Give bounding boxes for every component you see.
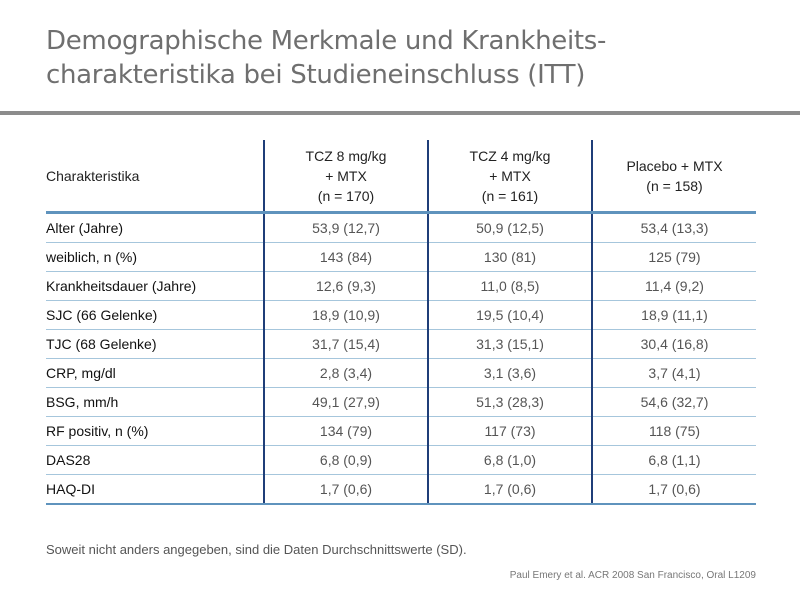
characteristics-table: Charakteristika TCZ 8 mg/kg + MTX (n = 1… — [46, 140, 756, 505]
row-value: 12,6 (9,3) — [263, 271, 428, 301]
table-row: Krankheitsdauer (Jahre) 12,6 (9,3) 11,0 (8… — [46, 271, 756, 301]
title-divider — [0, 111, 800, 115]
header-line: + MTX — [325, 167, 367, 184]
header-line: (n = 158) — [646, 177, 703, 194]
table-header-row: Charakteristika TCZ 8 mg/kg + MTX (n = 1… — [46, 140, 756, 214]
row-value: 31,7 (15,4) — [263, 329, 428, 359]
row-label: HAQ-DI — [46, 474, 264, 505]
slide-title-line-1: Demographische Merkmale und Krankheits- — [46, 26, 607, 56]
row-value: 6,8 (1,1) — [591, 445, 756, 475]
table-row: BSG, mm/h 49,1 (27,9) 51,3 (28,3) 54,6 (32,… — [46, 387, 756, 417]
row-value: 125 (79) — [591, 242, 756, 272]
row-value: 1,7 (0,6) — [263, 474, 428, 505]
row-value: 49,1 (27,9) — [263, 387, 428, 417]
row-label: Alter (Jahre) — [46, 212, 264, 243]
source-citation: Paul Emery et al. ACR 2008 San Francisco… — [509, 570, 756, 581]
slide-title: Demographische Merkmale und Krankheits- … — [46, 24, 766, 92]
row-value: 118 (75) — [591, 416, 756, 446]
row-value: 6,8 (0,9) — [263, 445, 428, 475]
characteristics-table-container: Charakteristika TCZ 8 mg/kg + MTX (n = 1… — [46, 140, 756, 505]
table-row: CRP, mg/dl 2,8 (3,4) 3,1 (3,6) 3,7 (4,1) — [46, 358, 756, 388]
row-value: 30,4 (16,8) — [591, 329, 756, 359]
row-label: DAS28 — [46, 445, 264, 475]
row-value: 6,8 (1,0) — [427, 445, 592, 475]
table-body: Alter (Jahre) 53,9 (12,7) 50,9 (12,5) 53,4 … — [46, 212, 756, 505]
row-value: 3,1 (3,6) — [427, 358, 592, 388]
slide-title-line-2: charakteristika bei Studieneinschluss (I… — [46, 60, 586, 90]
row-label: TJC (68 Gelenke) — [46, 329, 264, 359]
table-row: weiblich, n (%) 143 (84) 130 (81) 125 (79) — [46, 242, 756, 272]
row-value: 31,3 (15,1) — [427, 329, 592, 359]
header-placebo-mtx: Placebo + MTX (n = 158) — [591, 140, 756, 214]
table-row: TJC (68 Gelenke) 31,7 (15,4) 31,3 (15,1) 30… — [46, 329, 756, 359]
header-line: + MTX — [489, 167, 531, 184]
row-label: SJC (66 Gelenke) — [46, 300, 264, 330]
row-value: 143 (84) — [263, 242, 428, 272]
table-row: RF positiv, n (%) 134 (79) 117 (73) 118 (75… — [46, 416, 756, 446]
table-row: Alter (Jahre) 53,9 (12,7) 50,9 (12,5) 53,4 … — [46, 212, 756, 243]
header-line: Charakteristika — [46, 167, 140, 184]
header-tcz4-mtx: TCZ 4 mg/kg + MTX (n = 161) — [427, 140, 592, 214]
row-label: BSG, mm/h — [46, 387, 264, 417]
row-value: 50,9 (12,5) — [427, 212, 592, 243]
row-value: 1,7 (0,6) — [427, 474, 592, 505]
table-row: SJC (66 Gelenke) 18,9 (10,9) 19,5 (10,4) 18… — [46, 300, 756, 330]
row-value: 19,5 (10,4) — [427, 300, 592, 330]
row-label: RF positiv, n (%) — [46, 416, 264, 446]
footnote: Soweit nicht anders angegeben, sind die … — [46, 542, 467, 557]
row-value: 2,8 (3,4) — [263, 358, 428, 388]
header-line: Placebo + MTX — [626, 157, 723, 174]
header-tcz8-mtx: TCZ 8 mg/kg + MTX (n = 170) — [263, 140, 428, 214]
header-line: (n = 170) — [317, 187, 375, 204]
header-line: (n = 161) — [481, 187, 539, 204]
row-value: 51,3 (28,3) — [427, 387, 592, 417]
header-characteristics: Charakteristika — [46, 140, 264, 214]
row-value: 130 (81) — [427, 242, 592, 272]
row-value: 18,9 (10,9) — [263, 300, 428, 330]
table-row: DAS28 6,8 (0,9) 6,8 (1,0) 6,8 (1,1) — [46, 445, 756, 475]
header-line: TCZ 4 mg/kg — [469, 147, 551, 164]
row-value: 11,4 (9,2) — [591, 271, 756, 301]
row-label: CRP, mg/dl — [46, 358, 264, 388]
row-value: 3,7 (4,1) — [591, 358, 756, 388]
row-value: 54,6 (32,7) — [591, 387, 756, 417]
row-value: 11,0 (8,5) — [427, 271, 592, 301]
row-value: 53,4 (13,3) — [591, 212, 756, 243]
row-value: 1,7 (0,6) — [591, 474, 756, 505]
row-value: 53,9 (12,7) — [263, 212, 428, 243]
header-line: TCZ 8 mg/kg — [305, 147, 387, 164]
row-value: 134 (79) — [263, 416, 428, 446]
row-label: Krankheitsdauer (Jahre) — [46, 271, 264, 301]
row-value: 117 (73) — [427, 416, 592, 446]
row-value: 18,9 (11,1) — [591, 300, 756, 330]
row-label: weiblich, n (%) — [46, 242, 264, 272]
table-row: HAQ-DI 1,7 (0,6) 1,7 (0,6) 1,7 (0,6) — [46, 474, 756, 505]
